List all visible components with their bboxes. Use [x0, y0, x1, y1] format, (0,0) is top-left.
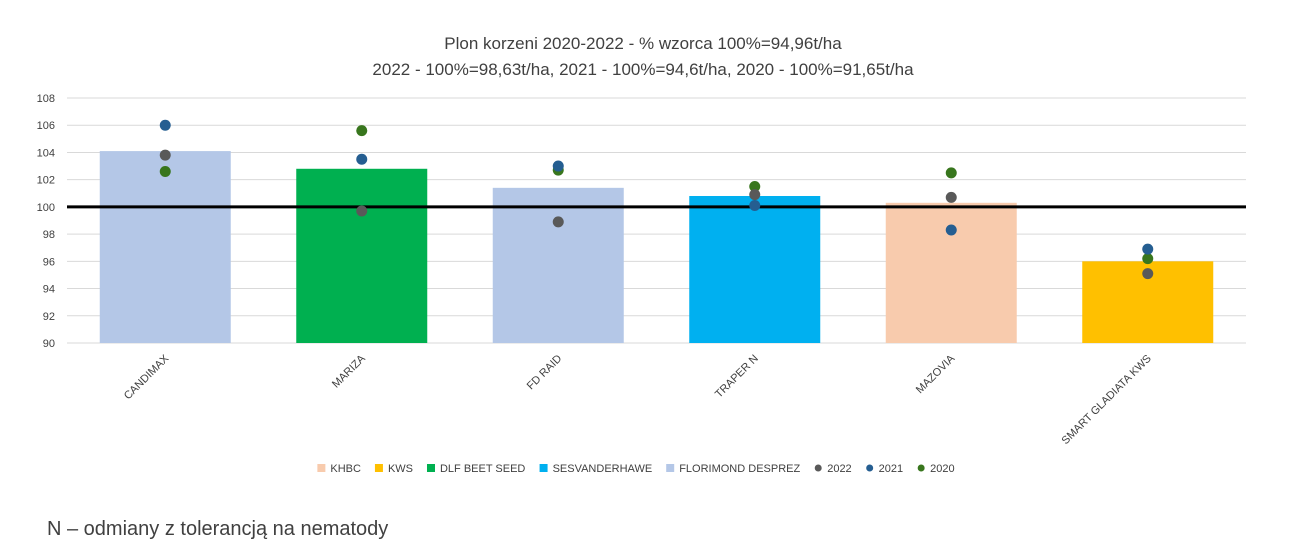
category-label: MARIZA — [330, 352, 368, 390]
legend-swatch — [317, 464, 326, 472]
legend-swatch — [666, 464, 675, 472]
point-2022 — [356, 205, 368, 217]
point-2021 — [159, 119, 171, 131]
point-2022 — [552, 216, 564, 228]
legend-marker — [866, 464, 874, 472]
legend-swatch — [426, 464, 435, 472]
point-2021 — [945, 224, 957, 236]
legend-marker — [917, 464, 925, 472]
legend-label: KHBC — [330, 463, 361, 475]
category-label: TRAPER N — [713, 353, 761, 401]
legend: KHBC KWS DLF BEET SEED SESVANDERHAWE FLORIMO… — [317, 463, 955, 475]
legend-label: 2021 — [879, 463, 903, 475]
category-label: FD RAID — [525, 353, 565, 393]
point-2021 — [552, 160, 564, 172]
bar — [885, 202, 1017, 343]
chart: Plon korzeni 2020-2022 - % wzorca 100%=9… — [37, 34, 1246, 475]
x-axis-categories: CANDIMAX MARIZA FD RAID TRAPER N MAZOVIA SMAR… — [122, 352, 1154, 447]
bar — [296, 168, 428, 343]
point-2022 — [1142, 268, 1154, 280]
y-axis-ticks: 90 92 94 96 98 100 102 104 106 108 — [37, 93, 55, 350]
gridlines — [67, 97, 1246, 344]
category-label: CANDIMAX — [122, 352, 172, 402]
y-tick-label: 94 — [43, 284, 55, 296]
legend-label: DLF BEET SEED — [440, 463, 525, 475]
legend-label: SESVANDERHAWE — [553, 463, 653, 475]
y-tick-label: 98 — [43, 229, 55, 241]
point-2020 — [749, 180, 761, 192]
chart-subtitle: 2022 - 100%=98,63t/ha, 2021 - 100%=94,6t… — [372, 60, 914, 79]
bar — [99, 151, 231, 343]
y-tick-label: 100 — [37, 202, 55, 214]
bar — [492, 187, 624, 343]
legend-swatch — [374, 464, 383, 472]
legend-label: FLORIMOND DESPREZ — [679, 463, 800, 475]
point-2021 — [1142, 243, 1154, 255]
data-points — [159, 119, 1154, 280]
point-2020 — [945, 167, 957, 179]
y-tick-label: 106 — [37, 120, 55, 132]
chart-title: Plon korzeni 2020-2022 - % wzorca 100%=9… — [444, 34, 842, 53]
legend-label: KWS — [388, 463, 413, 475]
y-tick-label: 92 — [43, 311, 55, 323]
y-tick-label: 108 — [37, 93, 55, 105]
point-2022 — [749, 189, 761, 201]
legend-label: 2022 — [827, 463, 851, 475]
point-2020 — [1142, 253, 1154, 265]
footnote: N – odmiany z tolerancją na nematody — [47, 518, 389, 540]
point-2021 — [356, 153, 368, 165]
legend-label: 2020 — [930, 463, 954, 475]
legend-swatch — [539, 464, 548, 472]
y-tick-label: 104 — [37, 147, 55, 159]
bar — [689, 196, 821, 343]
y-tick-label: 102 — [37, 175, 55, 187]
y-tick-label: 96 — [43, 256, 55, 268]
point-2020 — [159, 166, 171, 177]
y-tick-label: 90 — [43, 338, 55, 350]
legend-marker — [814, 464, 822, 472]
point-2021 — [749, 200, 761, 212]
category-label: SMART GLADIATA KWS — [1060, 353, 1154, 447]
point-2022 — [159, 149, 171, 161]
bars — [99, 151, 1214, 343]
point-2020 — [356, 125, 368, 137]
point-2022 — [945, 191, 957, 203]
category-label: MAZOVIA — [914, 352, 958, 396]
